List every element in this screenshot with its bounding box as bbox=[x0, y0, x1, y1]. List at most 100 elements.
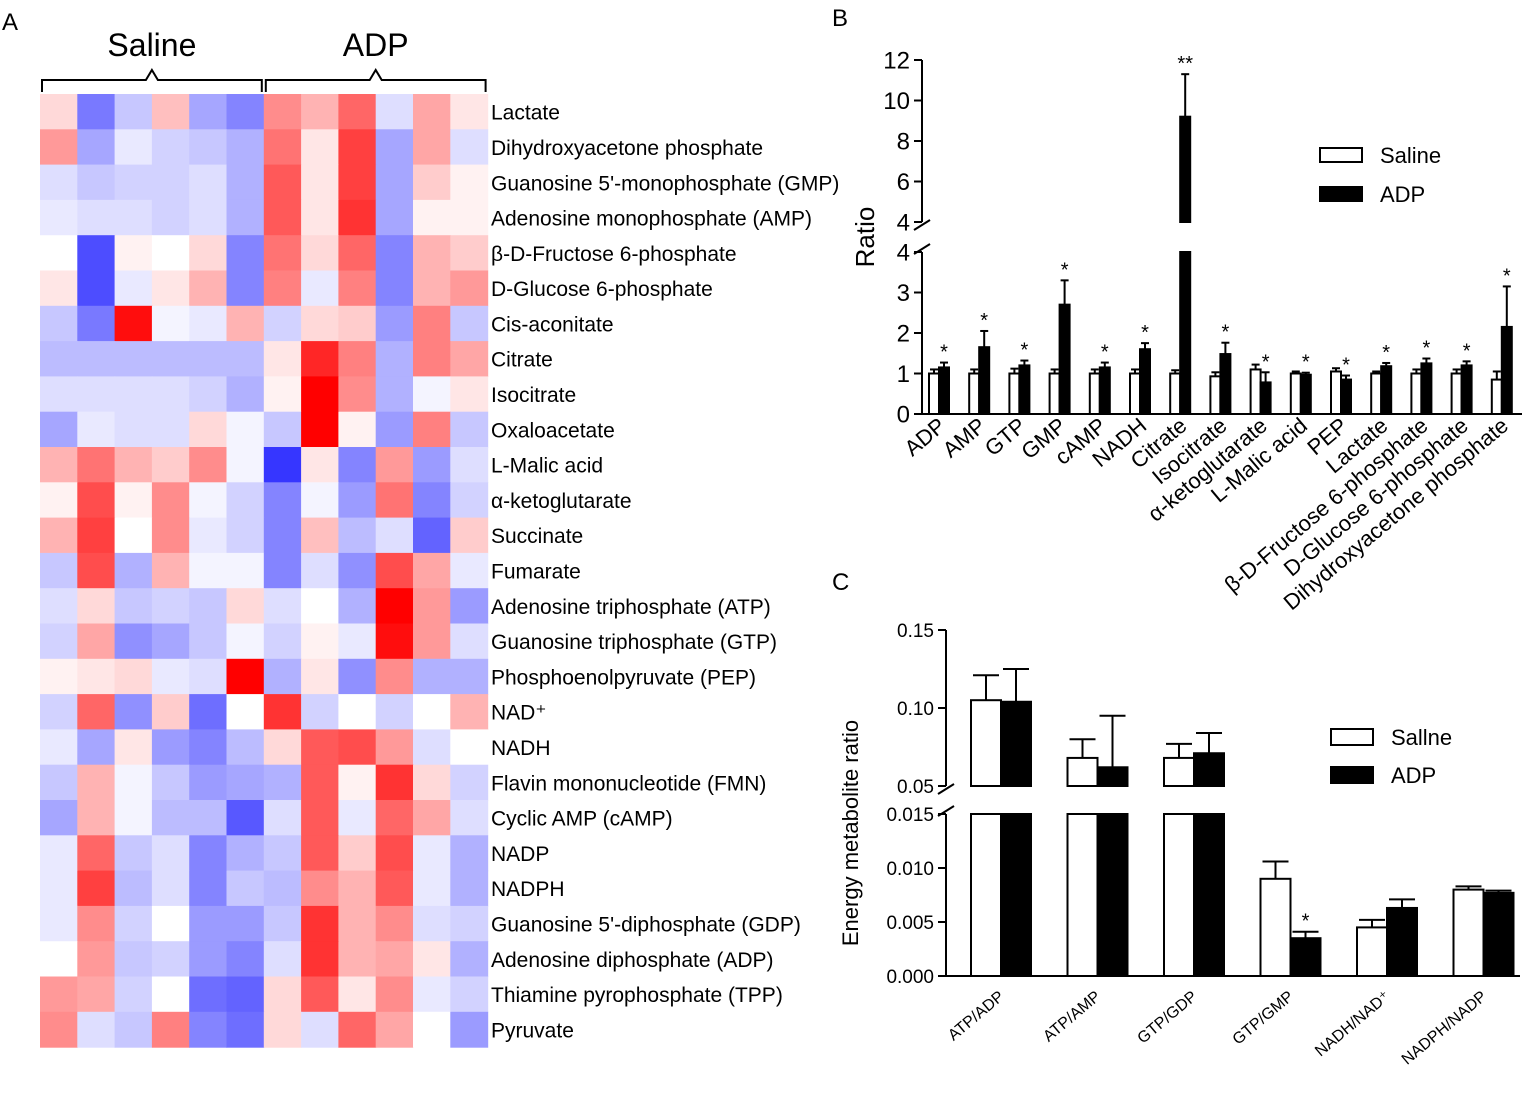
axis-break-mark bbox=[937, 783, 955, 795]
heatmap-cell bbox=[450, 341, 489, 377]
heatmap-cell bbox=[301, 694, 339, 730]
heatmap-cell bbox=[450, 199, 489, 236]
heatmap-cell bbox=[375, 376, 414, 413]
heatmap-cell bbox=[450, 623, 489, 660]
heatmap-cell bbox=[263, 482, 302, 519]
x-tick-label: AMP bbox=[938, 413, 991, 463]
heatmap-cell bbox=[413, 411, 451, 448]
heatmap-cell bbox=[450, 94, 489, 130]
heatmap-cell bbox=[114, 658, 153, 695]
heatmap-cell bbox=[413, 905, 451, 942]
heatmap-cell bbox=[413, 800, 451, 836]
heatmap-cell bbox=[151, 1011, 190, 1048]
ratio-bar bbox=[968, 372, 981, 415]
energy-bar bbox=[970, 813, 1002, 977]
heatmap-cell bbox=[338, 305, 377, 342]
heatmap-cell bbox=[301, 976, 339, 1013]
significance-marker: * bbox=[980, 310, 988, 332]
heatmap-cell bbox=[375, 764, 414, 801]
heatmap-cell bbox=[40, 341, 78, 377]
ratio-bar bbox=[978, 346, 991, 415]
heatmap-cell bbox=[77, 976, 116, 1013]
heatmap-cell bbox=[413, 694, 451, 730]
heatmap-cell bbox=[40, 482, 78, 519]
heatmap-cell bbox=[226, 94, 265, 130]
heatmap-cell bbox=[40, 235, 78, 272]
heatmap-cell bbox=[114, 800, 153, 836]
heatmap-cell bbox=[413, 129, 451, 166]
heatmap-cell bbox=[226, 482, 265, 519]
heatmap-row-label: Adenosine diphosphate (ADP) bbox=[491, 949, 774, 972]
heatmap-cell bbox=[450, 941, 489, 978]
y-axis-label: Ratio bbox=[850, 207, 880, 268]
ratio-bar bbox=[1139, 348, 1151, 416]
heatmap-cell bbox=[151, 905, 190, 942]
heatmap-cell bbox=[189, 235, 228, 272]
energy-bar bbox=[1096, 813, 1129, 977]
heatmap-cell bbox=[450, 517, 489, 554]
x-tick-label: NADH/NAD⁺ bbox=[1312, 988, 1393, 1060]
heatmap-cell bbox=[77, 764, 116, 801]
heatmap-cell bbox=[375, 976, 414, 1013]
heatmap-cell bbox=[301, 341, 339, 377]
heatmap-cell bbox=[151, 270, 190, 307]
heatmap-row-label: Adenosine triphosphate (ATP) bbox=[491, 596, 771, 619]
significance-marker: * bbox=[1423, 338, 1431, 360]
heatmap-cell bbox=[189, 376, 228, 413]
heatmap-row-label: Guanosine 5'-diphosphate (GDP) bbox=[491, 914, 801, 937]
heatmap-cell bbox=[301, 94, 339, 130]
heatmap-cell bbox=[338, 235, 377, 272]
heatmap-row-label: Thiamine pyrophosphate (TPP) bbox=[491, 984, 783, 1007]
heatmap-cell bbox=[77, 164, 116, 201]
heatmap-cell bbox=[413, 341, 451, 377]
energy-bar bbox=[1482, 891, 1515, 978]
heatmap-cell bbox=[413, 764, 451, 801]
heatmap-cell bbox=[301, 764, 339, 801]
y-tick-label: 3 bbox=[897, 280, 910, 307]
legend-label: ADP bbox=[1380, 182, 1425, 207]
heatmap-cell bbox=[338, 800, 377, 836]
heatmap-cell bbox=[375, 94, 414, 130]
heatmap-cell bbox=[301, 905, 339, 942]
heatmap-cell bbox=[450, 764, 489, 801]
heatmap-cell bbox=[226, 129, 265, 166]
heatmap-cell bbox=[338, 729, 377, 766]
heatmap-cell bbox=[40, 517, 78, 554]
heatmap-row-label: α-ketoglutarate bbox=[491, 490, 632, 513]
heatmap-cell bbox=[189, 764, 228, 801]
heatmap-cell bbox=[338, 482, 377, 519]
heatmap-cell bbox=[114, 305, 153, 342]
ratio-bar bbox=[1249, 368, 1262, 416]
heatmap-cell bbox=[226, 764, 265, 801]
heatmap-cell bbox=[375, 552, 414, 589]
significance-marker: * bbox=[1382, 342, 1390, 364]
significance-marker: * bbox=[1141, 322, 1149, 344]
heatmap-cell bbox=[226, 729, 265, 766]
ratio-bar bbox=[1289, 372, 1302, 415]
heatmap-cell bbox=[151, 129, 190, 166]
heatmap-cell bbox=[151, 199, 190, 236]
panel-a-label: A bbox=[2, 9, 18, 36]
heatmap-cell bbox=[263, 835, 302, 872]
y-tick-label: 10 bbox=[883, 88, 910, 115]
group-label: Saline bbox=[107, 27, 196, 63]
heatmap-cell bbox=[151, 376, 190, 413]
heatmap-cell bbox=[338, 905, 377, 942]
heatmap-cell bbox=[114, 341, 153, 377]
heatmap-cell bbox=[450, 482, 489, 519]
heatmap-cell bbox=[114, 552, 153, 589]
heatmap-cell bbox=[413, 517, 451, 554]
heatmap-cell bbox=[413, 376, 451, 413]
heatmap-cell bbox=[338, 270, 377, 307]
heatmap-cell bbox=[413, 658, 451, 695]
heatmap-cell bbox=[263, 623, 302, 660]
y-tick-label: 0 bbox=[897, 402, 910, 429]
heatmap-row-label: Pyruvate bbox=[491, 1020, 574, 1043]
heatmap-cell bbox=[151, 658, 190, 695]
energy-bar bbox=[1289, 937, 1322, 978]
heatmap-cell bbox=[301, 517, 339, 554]
axis-break-mark bbox=[913, 219, 931, 231]
ratio-bar bbox=[1420, 362, 1433, 415]
heatmap-cell bbox=[338, 976, 377, 1013]
heatmap-cell bbox=[40, 905, 78, 942]
